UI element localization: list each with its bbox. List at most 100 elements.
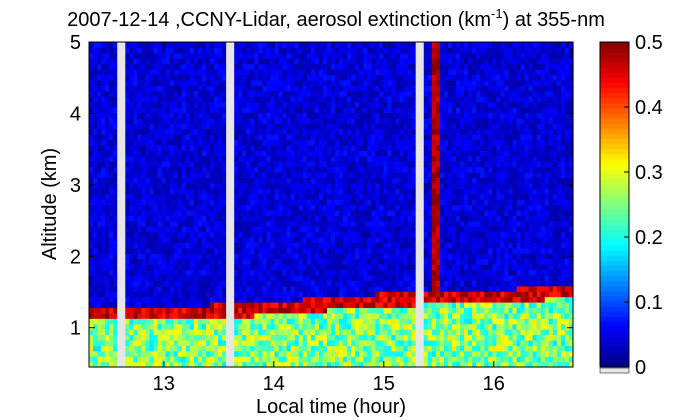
heatmap-cell — [157, 226, 163, 233]
heatmap-cell — [310, 350, 316, 357]
heatmap-cell — [246, 242, 251, 249]
heatmap-cell — [109, 139, 114, 146]
heatmap-cell — [250, 264, 255, 271]
heatmap-cell — [383, 334, 389, 341]
heatmap-cell — [298, 361, 304, 368]
heatmap-cell — [226, 139, 231, 146]
heatmap-cell — [302, 74, 308, 81]
heatmap-cell — [157, 47, 163, 54]
heatmap-cell — [270, 242, 276, 249]
heatmap-cell — [205, 69, 211, 76]
heatmap-cell — [278, 150, 284, 157]
heatmap-cell — [161, 85, 167, 92]
heatmap-cell — [403, 253, 409, 260]
heatmap-cell — [234, 182, 239, 189]
heatmap-cell — [351, 123, 356, 130]
heatmap-cell — [153, 274, 159, 281]
heatmap-cell — [387, 226, 393, 233]
heatmap-cell — [258, 177, 264, 184]
heatmap-cell — [226, 52, 231, 59]
heatmap-cell — [294, 329, 300, 336]
heatmap-cell — [399, 134, 405, 141]
heatmap-cell — [314, 90, 320, 97]
heatmap-cell — [201, 215, 207, 222]
heatmap-cell — [121, 144, 126, 151]
heatmap-cell — [137, 123, 143, 130]
heatmap-cell — [210, 253, 215, 260]
heatmap-cell — [254, 58, 259, 65]
heatmap-cell — [371, 242, 376, 249]
heatmap-cell — [278, 199, 284, 206]
heatmap-cell — [339, 139, 344, 146]
heatmap-cell — [367, 318, 372, 325]
heatmap-cell — [97, 107, 102, 114]
heatmap-cell — [363, 345, 368, 352]
heatmap-cell — [125, 74, 130, 81]
heatmap-cell — [125, 90, 130, 97]
heatmap-cell — [363, 253, 368, 260]
heatmap-cell — [222, 291, 227, 298]
heatmap-cell — [343, 172, 348, 179]
heatmap-cell — [375, 74, 380, 81]
heatmap-cell — [294, 52, 300, 59]
heatmap-cell — [379, 204, 385, 211]
heatmap-cell — [314, 144, 320, 151]
heatmap-cell — [234, 285, 239, 292]
heatmap-cell — [117, 356, 122, 363]
heatmap-cell — [266, 329, 272, 336]
heatmap-cell — [306, 220, 312, 227]
heatmap-cell — [254, 74, 259, 81]
heatmap-cell — [101, 199, 106, 206]
heatmap-cell — [246, 334, 251, 341]
heatmap-cell — [339, 107, 344, 114]
heatmap-cell — [214, 231, 219, 238]
heatmap-cell — [310, 166, 316, 173]
heatmap-cell — [246, 285, 251, 292]
heatmap-cell — [181, 47, 187, 54]
heatmap-cell — [97, 237, 102, 244]
heatmap-cell — [137, 79, 143, 86]
heatmap-cell — [250, 247, 255, 254]
heatmap-cell — [399, 188, 405, 195]
heatmap-cell — [282, 296, 288, 303]
heatmap-cell — [387, 231, 393, 238]
heatmap-cell — [262, 226, 268, 233]
heatmap-cell — [234, 117, 239, 124]
heatmap-cell — [141, 215, 147, 222]
heatmap-cell — [97, 350, 102, 357]
heatmap-cell — [218, 307, 223, 314]
heatmap-cell — [371, 253, 376, 260]
heatmap-cell — [165, 166, 171, 173]
heatmap-cell — [318, 334, 324, 341]
heatmap-cell — [298, 128, 304, 135]
heatmap-cell — [230, 291, 235, 298]
heatmap-cell — [121, 85, 126, 92]
heatmap-cell — [226, 312, 231, 319]
heatmap-cell — [161, 285, 167, 292]
heatmap-cell — [379, 150, 385, 157]
heatmap-cell — [419, 264, 425, 271]
heatmap-cell — [161, 172, 167, 179]
heatmap-cell — [93, 63, 98, 70]
heatmap-cell — [125, 150, 130, 157]
heatmap-cell — [379, 237, 385, 244]
heatmap-cell — [165, 318, 171, 325]
heatmap-cell — [322, 220, 328, 227]
heatmap-cell — [262, 63, 268, 70]
heatmap-cell — [407, 42, 413, 49]
heatmap-cell — [230, 150, 235, 157]
heatmap-cell — [371, 193, 376, 200]
heatmap-cell — [109, 128, 114, 135]
heatmap-cell — [250, 177, 255, 184]
heatmap-cell — [161, 339, 167, 346]
heatmap-cell — [169, 269, 175, 276]
heatmap-cell — [230, 350, 235, 357]
heatmap-cell — [145, 58, 151, 65]
heatmap-cell — [326, 237, 332, 244]
heatmap-cell — [201, 209, 207, 216]
heatmap-cell — [258, 264, 264, 271]
heatmap-cell — [185, 150, 191, 157]
heatmap-cell — [89, 215, 94, 222]
heatmap-cell — [242, 329, 247, 336]
heatmap-cell — [254, 253, 259, 260]
